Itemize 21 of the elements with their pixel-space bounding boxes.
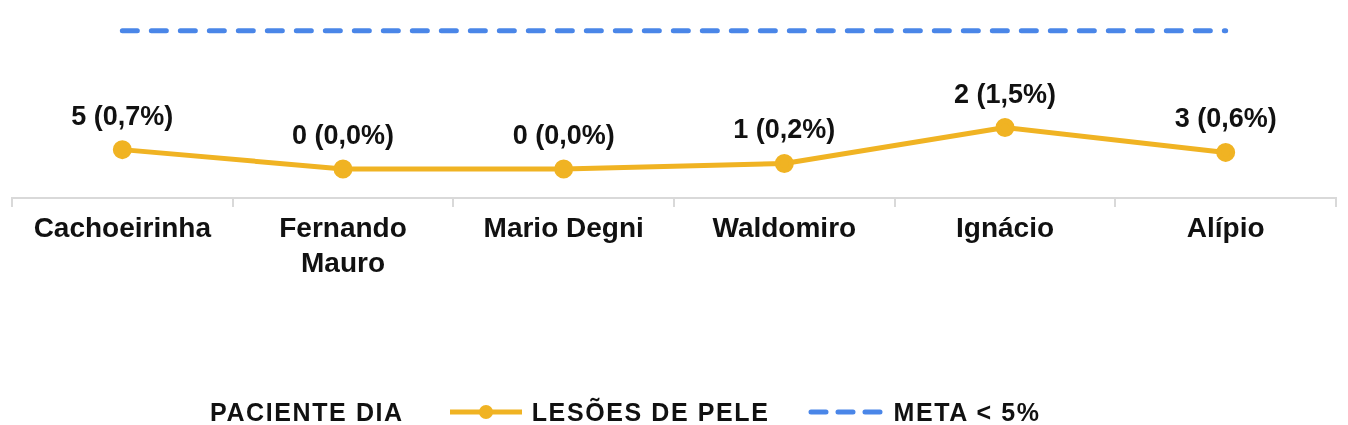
legend-title: PACIENTE DIA — [210, 397, 404, 425]
x-tick-label: Mario Degni — [483, 212, 644, 244]
point — [333, 159, 353, 179]
data-label: 1 (0,2%) — [733, 114, 836, 145]
point — [995, 118, 1015, 138]
legend-label: LESÕES DE PELE — [531, 397, 770, 425]
point — [1216, 142, 1236, 162]
legend-label: META < 5% — [893, 397, 1041, 425]
data-label: 2 (1,5%) — [953, 78, 1057, 109]
data-label: 3 (0,6%) — [1174, 103, 1277, 134]
x-tick-label: Cachoeirinha — [33, 212, 212, 244]
point — [112, 140, 132, 160]
x-tick-label: Fernando Mauro — [279, 212, 407, 279]
data-label: 0 (0,0%) — [291, 119, 395, 150]
x-tick-label: Ignácio — [955, 212, 1055, 244]
data-label: 5 (0,7%) — [71, 100, 174, 131]
x-tick-label: Alípio — [1186, 212, 1265, 244]
data-label: 0 (0,0%) — [512, 119, 615, 150]
point — [774, 153, 794, 173]
x-tick-label: Waldomiro — [712, 212, 857, 244]
point — [554, 159, 574, 179]
